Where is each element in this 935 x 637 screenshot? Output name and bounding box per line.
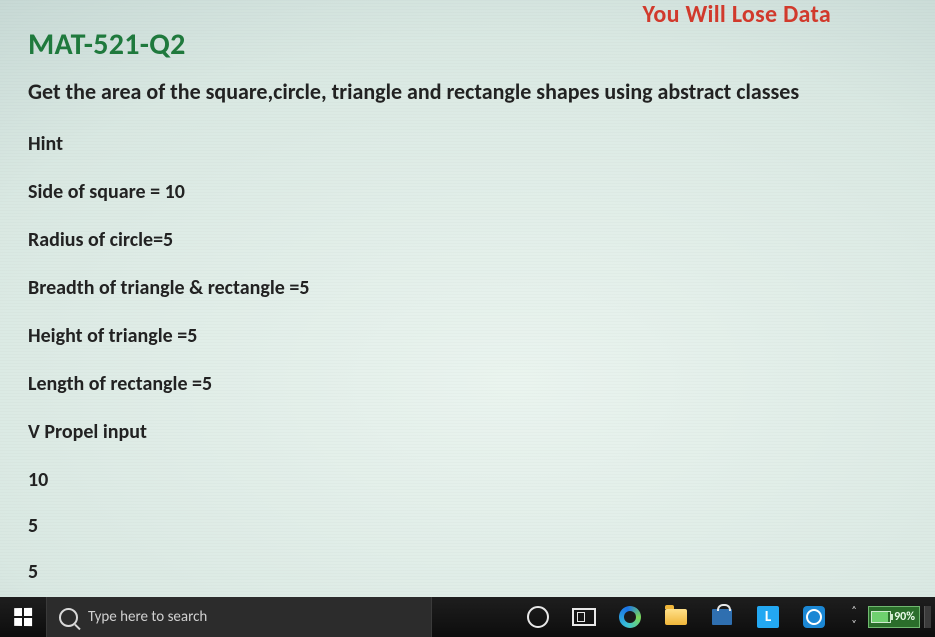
edge-icon [619, 606, 641, 628]
store-icon [712, 609, 732, 625]
document-content: MAT-521-Q2 Get the area of the square,ci… [0, 0, 935, 583]
chevron-up-icon: ˄ [851, 605, 856, 615]
app-l-button[interactable]: L [746, 597, 790, 637]
input-value-3: 5 [28, 561, 907, 583]
hint-line-4: Height of triangle =5 [28, 325, 907, 347]
page-title: MAT-521-Q2 [28, 26, 907, 63]
battery-icon [871, 611, 891, 623]
taskbar-search[interactable]: Type here to search [46, 597, 432, 637]
battery-percent: 90% [894, 610, 915, 624]
question-prompt: Get the area of the square,circle, trian… [28, 77, 907, 107]
task-view-button[interactable] [562, 597, 606, 637]
chevron-down-icon: ˅ [851, 619, 856, 629]
system-tray: ˄ ˅ 90% [844, 597, 935, 637]
warning-banner: You Will Lose Data [643, 0, 831, 29]
cortana-button[interactable] [516, 597, 560, 637]
hint-line-1: Side of square = 10 [28, 181, 907, 203]
propel-input-label: V Propel input [28, 421, 907, 443]
search-placeholder: Type here to search [88, 608, 207, 626]
screen: You Will Lose Data MAT-521-Q2 Get the ar… [0, 0, 935, 637]
hint-line-2: Radius of circle=5 [28, 229, 907, 251]
start-button[interactable] [0, 597, 46, 637]
folder-icon [665, 609, 687, 625]
store-button[interactable] [700, 597, 744, 637]
app-o-icon [803, 606, 825, 628]
cortana-icon [527, 606, 549, 628]
windows-logo-icon [14, 608, 32, 626]
task-view-icon [572, 608, 596, 626]
input-value-1: 10 [28, 469, 907, 491]
hint-label: Hint [28, 133, 907, 155]
file-explorer-button[interactable] [654, 597, 698, 637]
taskbar: Type here to search L [0, 597, 935, 637]
hint-line-5: Length of rectangle =5 [28, 373, 907, 395]
taskbar-pinned-apps: L [516, 597, 836, 637]
tray-overflow-button[interactable]: ˄ ˅ [844, 597, 864, 637]
app-l-icon: L [757, 606, 779, 628]
tray-separator [924, 606, 931, 628]
app-o-button[interactable] [792, 597, 836, 637]
input-value-2: 5 [28, 515, 907, 537]
edge-button[interactable] [608, 597, 652, 637]
battery-indicator[interactable]: 90% [868, 606, 920, 628]
hint-line-3: Breadth of triangle & rectangle =5 [28, 277, 907, 299]
search-icon [59, 608, 78, 627]
